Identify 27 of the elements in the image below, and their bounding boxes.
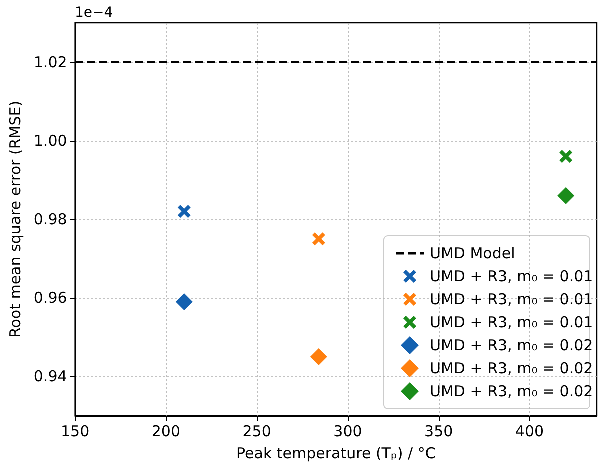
x-axis-title: Peak temperature (Tₚ) / °C (236, 444, 436, 462)
legend-label: UMD + R3, m₀ = 0.02 (430, 336, 594, 354)
point (560, 150, 573, 164)
text: 1e−4 (75, 5, 114, 21)
y-tick-label: 0.96 (34, 289, 68, 308)
x-tick-label: 400 (515, 422, 544, 440)
x-tick-label: 150 (60, 422, 90, 440)
point (312, 232, 326, 246)
point (178, 205, 191, 218)
y-tick-label: 1.02 (34, 53, 68, 72)
legend-label: UMD + R3, m₀ = 0.01 (430, 290, 594, 308)
y-tick-label: 1.00 (34, 132, 68, 150)
x-tick-label: 300 (334, 422, 362, 440)
legend-label: UMD Model (430, 244, 516, 262)
point (176, 294, 193, 311)
point (310, 348, 328, 366)
x-tick-label: 350 (424, 422, 454, 440)
legend-label: UMD + R3, m₀ = 0.01 (430, 268, 594, 286)
y-axis-title: Root mean square error (RMSE) (6, 100, 24, 338)
legend-label: UMD + R3, m₀ = 0.02 (430, 382, 594, 400)
y-tick-label: 0.98 (34, 210, 68, 228)
x-tick-label: 200 (152, 422, 181, 440)
legend-label: UMD + R3, m₀ = 0.02 (430, 360, 594, 378)
legend-label: UMD + R3, m₀ = 0.01 (430, 314, 594, 332)
x-tick-label: 250 (242, 422, 272, 440)
point (558, 187, 575, 204)
y-tick-label: 0.94 (34, 368, 68, 386)
